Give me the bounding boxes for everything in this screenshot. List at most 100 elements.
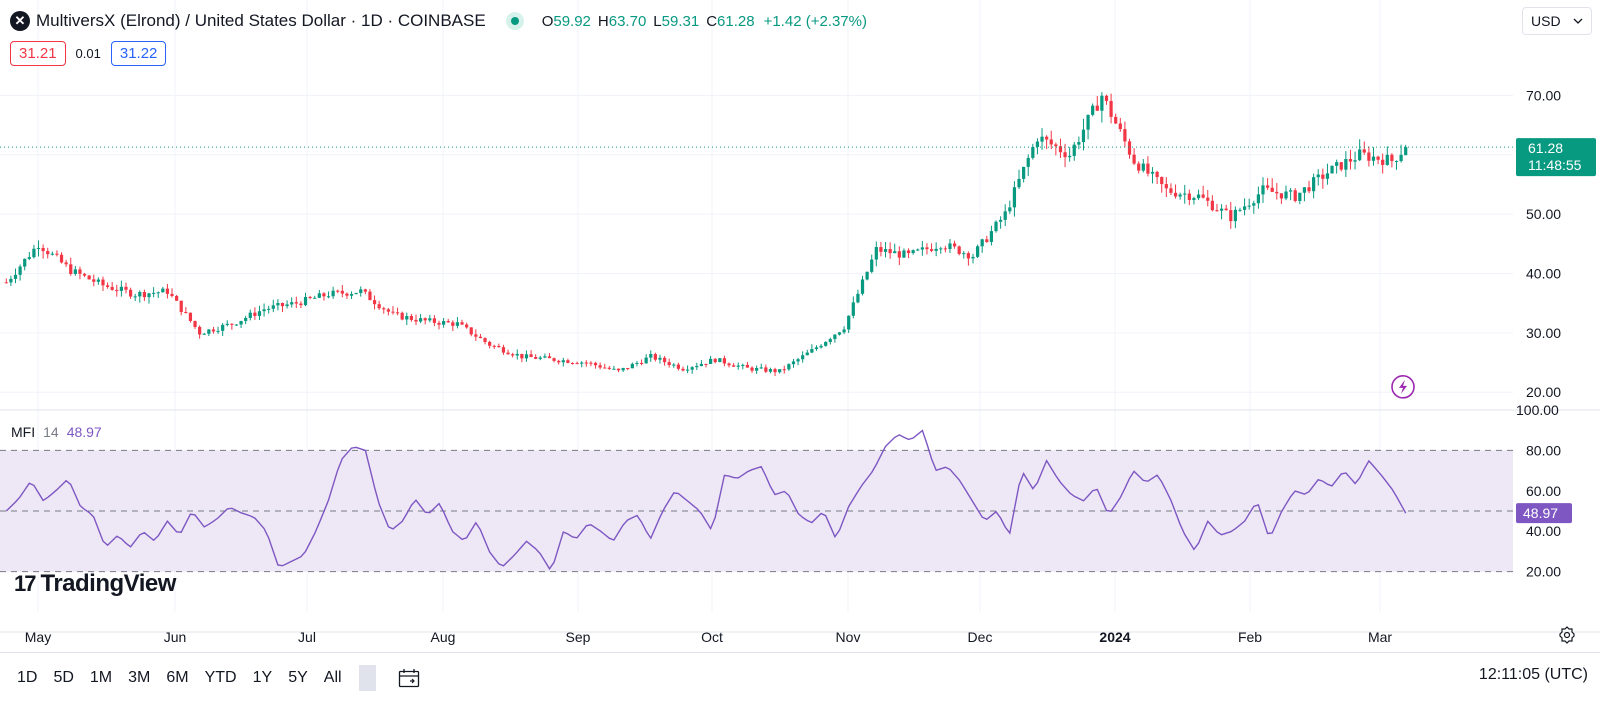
mfi-legend[interactable]: MFI 14 48.97	[11, 424, 102, 440]
period-6m[interactable]: 6M	[166, 668, 189, 686]
candle-body	[1003, 211, 1007, 220]
candle-body	[925, 247, 929, 250]
candle-body	[1127, 141, 1132, 155]
period-all[interactable]: All	[323, 668, 342, 686]
candle-body	[1284, 191, 1288, 199]
mfi-line	[5, 429, 1407, 571]
candle-body	[695, 365, 699, 368]
candle-body	[1100, 95, 1104, 111]
candle-body	[492, 345, 496, 347]
candle-body	[658, 357, 662, 360]
candle-body	[202, 333, 206, 335]
candle-body	[971, 256, 975, 259]
candle-body	[607, 367, 611, 369]
candle-body	[161, 288, 165, 293]
candle-body	[524, 354, 529, 359]
candle-body	[644, 357, 648, 364]
period-1m[interactable]: 1M	[89, 668, 113, 686]
price-axis-tick: 40.00	[1526, 265, 1561, 281]
candle-body	[414, 319, 418, 322]
candle-body	[718, 358, 722, 363]
candle-body	[248, 312, 252, 318]
candle-body	[778, 369, 782, 373]
candle-body	[395, 312, 400, 314]
candle-body	[322, 293, 326, 297]
price-axis-tick: 30.00	[1526, 325, 1561, 341]
tradingview-watermark[interactable]: 17 TradingView	[14, 570, 176, 598]
candle-body	[239, 320, 243, 325]
period-1y[interactable]: 1Y	[252, 668, 273, 686]
mfi-axis-tick: 80.00	[1526, 442, 1561, 458]
symbol-title[interactable]: MultiversX (Elrond) / United States Doll…	[36, 11, 486, 30]
candle-body	[1298, 192, 1302, 201]
time-axis-label: Nov	[836, 629, 861, 645]
candle-body	[1040, 136, 1044, 142]
candle-body	[847, 315, 851, 330]
utc-clock[interactable]: 12:11:05 (UTC)	[1478, 666, 1588, 683]
candle-body	[1045, 136, 1049, 140]
period-ytd[interactable]: YTD	[204, 668, 237, 686]
candle-body	[1049, 139, 1053, 145]
candle-body	[423, 318, 427, 321]
time-axis-label: Jun	[164, 629, 187, 645]
candle-body	[1169, 188, 1173, 193]
calendar-range-icon[interactable]	[390, 667, 430, 689]
buy-button[interactable]: 31.22	[110, 41, 167, 66]
candle-body	[336, 290, 340, 292]
candle-body	[598, 365, 602, 368]
candle-body	[639, 362, 644, 364]
sell-button[interactable]: 31.21	[10, 41, 66, 66]
candle-body	[713, 358, 717, 363]
candle-body	[593, 362, 598, 366]
candle-body	[82, 273, 87, 276]
candle-body	[1215, 210, 1219, 212]
candle-body	[722, 358, 727, 364]
candle-body	[842, 329, 846, 333]
candle-body	[1371, 156, 1376, 161]
low-key: L	[653, 12, 662, 30]
candle-body	[741, 364, 745, 366]
symbol-header[interactable]: ✕ MultiversX (Elrond) / United States Do…	[10, 9, 867, 33]
candle-body	[386, 309, 390, 312]
candle-body	[520, 353, 524, 359]
candle-body	[1381, 159, 1385, 165]
candle-body	[267, 308, 271, 310]
period-5y[interactable]: 5Y	[288, 668, 308, 686]
market-open-dot-icon[interactable]	[505, 12, 524, 30]
candle-body	[1242, 206, 1247, 210]
candle-body	[1054, 144, 1058, 147]
candle-body	[787, 364, 791, 370]
candle-body	[400, 312, 404, 320]
trade-buttons: 31.21 0.01 31.22	[10, 41, 167, 66]
candle-body	[1390, 154, 1394, 162]
period-1d[interactable]: 1D	[17, 668, 38, 686]
time-axis-label: Jul	[298, 629, 316, 645]
candle-body	[41, 247, 45, 252]
candle-body	[603, 367, 607, 369]
candle-body	[1219, 208, 1224, 211]
candle-body	[580, 362, 584, 364]
candle-body	[1385, 154, 1389, 165]
candle-body	[1201, 194, 1205, 198]
candle-body	[1224, 208, 1228, 211]
candle-body	[9, 278, 13, 283]
candle-body	[138, 291, 142, 297]
currency-select[interactable]: USD	[1522, 7, 1592, 35]
candle-body	[36, 247, 41, 249]
gear-icon[interactable]	[1558, 626, 1576, 644]
candle-body	[1192, 198, 1196, 201]
candle-body	[1173, 192, 1178, 197]
candle-body	[133, 296, 137, 298]
period-5d[interactable]: 5D	[53, 668, 74, 686]
candle-body	[428, 318, 432, 321]
candle-body	[18, 266, 22, 275]
price-chart[interactable]: 20.00 30.00 40.00 50.00 60.00 70.00 20.00 40.00…	[0, 0, 1600, 652]
multiversx-logo-icon: ✕	[10, 11, 30, 31]
candle-body	[764, 367, 768, 372]
candle-body	[1344, 159, 1348, 170]
candle-body	[87, 275, 91, 280]
mfi-period: 14	[43, 424, 59, 440]
candle-body	[962, 253, 966, 255]
period-3m[interactable]: 3M	[128, 668, 151, 686]
candle-body	[957, 246, 961, 254]
